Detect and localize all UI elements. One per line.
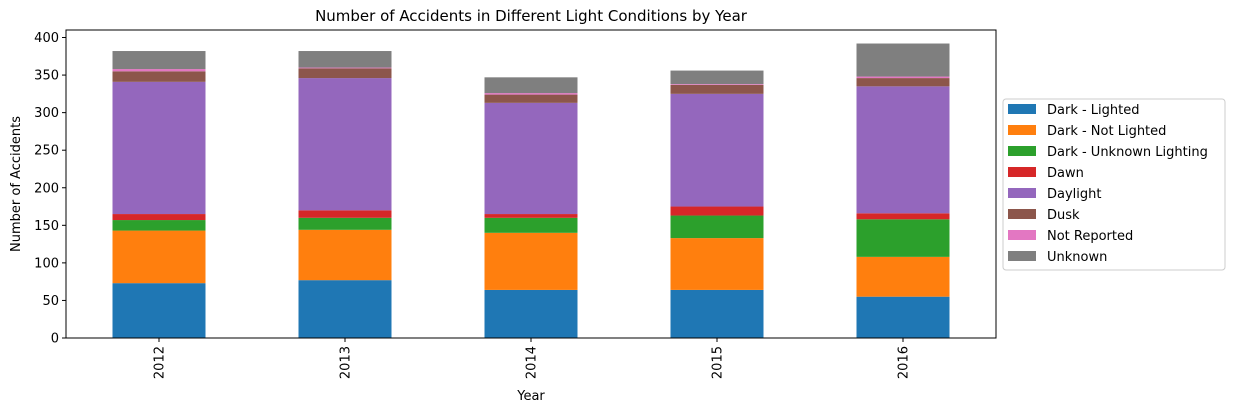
legend-swatch [1008,251,1036,261]
bar-segment [856,78,950,87]
legend: Dark - Lighted Dark - Not Lighted Dark - U… [1002,98,1226,271]
bar-segment [112,81,206,215]
x-tick-label: 2015 [711,346,726,379]
bar-segment [298,67,392,69]
bar-segment [112,214,206,221]
bar-segment [484,93,578,95]
bar-segment [670,289,764,338]
bar-segment [856,256,950,297]
bar-segment [670,84,764,85]
y-tick-label: 150 [34,219,59,234]
x-tick-label: 2016 [897,346,912,379]
x-tick-label: 2013 [339,346,354,379]
bars-group [112,43,950,338]
bar-segment [298,280,392,338]
bar-segment [112,69,206,72]
bar-segment [112,71,206,82]
y-tick-label: 200 [34,181,59,196]
bar-segment [484,94,578,103]
y-tick-label: 350 [34,69,59,84]
bar-segment [670,206,764,216]
x-tick-label: 2012 [153,346,168,379]
legend-swatch [1008,209,1036,219]
bar-segment [484,289,578,338]
legend-label: Dark - Not Lighted [1047,124,1166,139]
legend-box [1002,98,1226,271]
bar-segment [856,296,950,338]
legend-label: Daylight [1047,187,1101,202]
legend-label: Dawn [1047,166,1084,181]
bar-segment [112,220,206,231]
bar-segment [670,215,764,239]
bar-segment [298,229,392,281]
bar-segment [856,219,950,257]
bar-segment [670,93,764,207]
bar-segment [856,43,950,77]
bar-segment [112,283,206,338]
bar-segment [484,214,578,218]
legend-swatch [1008,188,1036,198]
bar-segment [670,84,764,94]
chart-title: Number of Accidents in Different Light C… [315,7,748,25]
x-axis-label: Year [516,389,545,404]
y-axis-label: Number of Accidents [9,116,24,252]
legend-swatch [1008,167,1036,177]
legend-label: Dark - Lighted [1047,103,1140,118]
bar-segment [484,232,578,290]
legend-label: Not Reported [1047,229,1133,244]
y-tick-label: 400 [34,31,59,46]
legend-swatch [1008,104,1036,114]
y-tick-label: 50 [42,294,59,309]
bar-segment [298,217,392,230]
bar-segment [670,70,764,85]
y-tick-label: 0 [51,332,59,347]
legend-label: Dark - Unknown Lighting [1047,145,1208,160]
bar-segment [856,213,950,220]
legend-label: Dusk [1047,208,1080,223]
legend-swatch [1008,230,1036,240]
bar-segment [298,68,392,79]
bar-segment [856,86,950,214]
bar-segment [670,238,764,290]
y-axis: 0 50 100 150 200 250 300 350 400 [34,31,66,347]
bar-segment [856,76,950,79]
bar-segment [298,210,392,218]
legend-swatch [1008,146,1036,156]
legend-swatch [1008,125,1036,135]
bar-segment [484,102,578,215]
y-tick-label: 100 [34,256,59,271]
y-tick-label: 300 [34,106,59,121]
x-axis: 2012 2013 2014 2015 2016 [153,338,912,379]
bar-segment [484,217,578,233]
legend-label: Unknown [1047,250,1107,265]
bar-segment [484,77,578,94]
x-tick-label: 2014 [525,346,540,379]
bar-segment [298,78,392,211]
bar-segment [298,51,392,68]
y-tick-label: 250 [34,144,59,159]
bar-segment [112,230,206,284]
bar-segment [112,51,206,70]
